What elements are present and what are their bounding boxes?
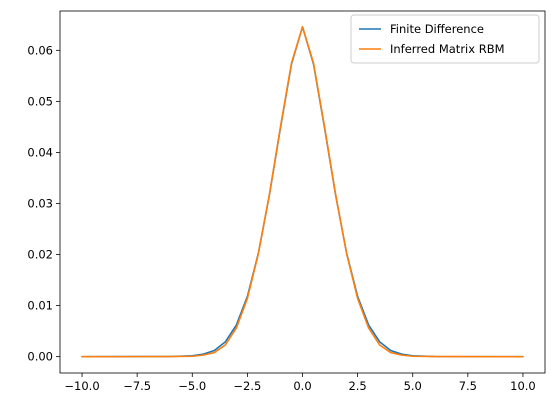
legend-box xyxy=(350,14,540,64)
legend-label: Finite Difference xyxy=(390,22,484,36)
legend-label: Inferred Matrix RBM xyxy=(390,42,505,56)
x-tick-label: −10.0 xyxy=(64,379,99,393)
x-tick-label: 5.0 xyxy=(404,379,422,393)
x-tick-label: −7.5 xyxy=(123,379,151,393)
x-tick-label: 7.5 xyxy=(459,379,477,393)
x-tick-label: 0.0 xyxy=(293,379,311,393)
series-layer xyxy=(81,26,524,358)
y-tick-label: 0.02 xyxy=(27,248,53,262)
legend: Finite Difference Inferred Matrix RBM xyxy=(350,14,540,64)
y-tick-label: 0.00 xyxy=(27,350,53,364)
x-axis: −10.0 −7.5 −5.0 −2.5 0.0 2.5 5.0 7.5 10.0 xyxy=(64,373,536,393)
y-tick-label: 0.01 xyxy=(27,299,53,313)
x-tick-label: 2.5 xyxy=(348,379,366,393)
y-tick-label: 0.04 xyxy=(27,145,53,159)
series-line-1 xyxy=(81,26,524,358)
y-axis: 0.00 0.01 0.02 0.03 0.04 0.05 0.06 xyxy=(27,43,60,364)
y-tick-label: 0.05 xyxy=(27,94,53,108)
y-tick-label: 0.03 xyxy=(27,196,53,210)
x-tick-label: −2.5 xyxy=(233,379,261,393)
y-tick-label: 0.06 xyxy=(27,43,53,57)
x-tick-label: 10.0 xyxy=(510,379,536,393)
x-tick-label: −5.0 xyxy=(178,379,206,393)
